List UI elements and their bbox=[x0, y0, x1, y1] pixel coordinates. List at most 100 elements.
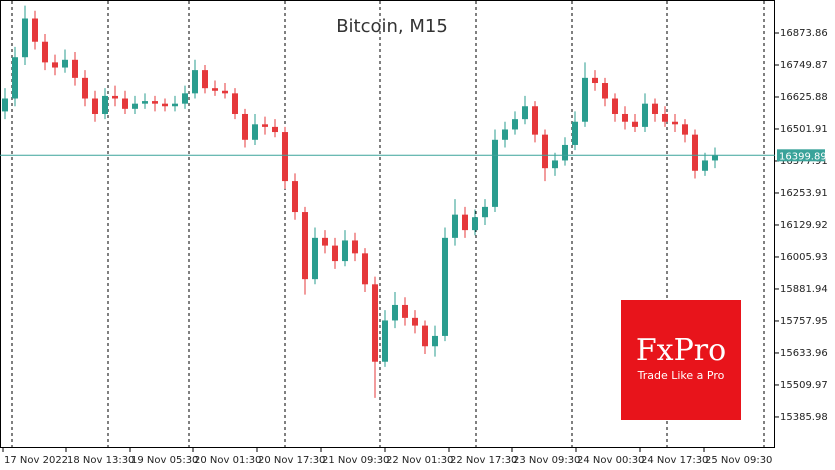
y-tick-label: 15881.94 bbox=[780, 284, 828, 295]
logo: FxPro Trade Like a Pro bbox=[621, 300, 741, 420]
candle-body bbox=[192, 70, 198, 94]
candle-body bbox=[212, 88, 218, 91]
candle-body bbox=[252, 124, 258, 140]
candle-body bbox=[32, 18, 38, 42]
x-tick-label: 22 Nov 01:30 bbox=[386, 455, 453, 466]
candle-body bbox=[632, 121, 638, 127]
y-tick-label: 16625.88 bbox=[780, 92, 828, 103]
candle-body bbox=[312, 237, 318, 280]
candle-body bbox=[522, 106, 528, 120]
candle-body bbox=[72, 59, 78, 78]
candle-body bbox=[22, 18, 28, 58]
candle-body bbox=[202, 70, 208, 89]
y-tick-label: 16749.87 bbox=[780, 60, 828, 71]
candle-body bbox=[492, 139, 498, 207]
candle-body bbox=[582, 77, 588, 122]
candle-body bbox=[232, 93, 238, 114]
candle-body bbox=[42, 41, 48, 63]
candle-body bbox=[102, 95, 108, 114]
candles bbox=[2, 5, 718, 398]
candle-body bbox=[342, 240, 348, 262]
candle-body bbox=[472, 217, 478, 231]
x-tick-label: 20 Nov 17:30 bbox=[258, 455, 325, 466]
y-tick-label: 15385.98 bbox=[780, 412, 828, 423]
y-tick-label: 15509.97 bbox=[780, 380, 828, 391]
candle-body bbox=[82, 77, 88, 99]
candle-body bbox=[282, 132, 288, 182]
candle-body bbox=[602, 83, 608, 99]
candle-body bbox=[392, 304, 398, 321]
price-label-box bbox=[777, 149, 825, 162]
candle-body bbox=[502, 129, 508, 140]
candle-body bbox=[172, 103, 178, 107]
candle-body bbox=[12, 57, 18, 99]
y-tick-label: 15757.95 bbox=[780, 316, 828, 327]
candle-body bbox=[352, 240, 358, 254]
candle-body bbox=[562, 144, 568, 161]
candle-body bbox=[552, 160, 558, 169]
candle-body bbox=[262, 124, 268, 127]
candle-body bbox=[182, 93, 188, 104]
candle-body bbox=[532, 106, 538, 135]
candle-body bbox=[372, 284, 378, 362]
x-tick-label: 20 Nov 01:30 bbox=[194, 455, 261, 466]
chart-title: Bitcoin, M15 bbox=[336, 16, 448, 37]
candle-body bbox=[112, 95, 118, 99]
candle-body bbox=[712, 155, 718, 161]
candle-body bbox=[152, 101, 158, 104]
candle-body bbox=[462, 214, 468, 231]
candle-body bbox=[322, 237, 328, 246]
x-tick-label: 24 Nov 00:30 bbox=[577, 455, 644, 466]
candle-body bbox=[642, 103, 648, 127]
x-tick-label: 18 Nov 13:30 bbox=[67, 455, 134, 466]
candle-body bbox=[512, 119, 518, 130]
candle-body bbox=[592, 77, 598, 84]
price-label: 16399.89 bbox=[779, 151, 827, 162]
x-tick-label: 21 Nov 09:30 bbox=[322, 455, 389, 466]
y-tick-label: 16501.91 bbox=[780, 124, 828, 135]
candle-body bbox=[402, 304, 408, 318]
x-tick-label: 22 Nov 17:30 bbox=[450, 455, 517, 466]
candle-body bbox=[432, 335, 438, 347]
candle-body bbox=[382, 320, 388, 362]
candle-body bbox=[412, 317, 418, 326]
candle-body bbox=[542, 134, 548, 169]
y-tick-label: 16377.91 bbox=[780, 156, 828, 167]
y-tick-label: 16129.92 bbox=[780, 220, 828, 231]
candle-body bbox=[652, 103, 658, 114]
candle-body bbox=[702, 160, 708, 171]
candle-body bbox=[272, 126, 278, 133]
candle-body bbox=[612, 98, 618, 114]
candle-body bbox=[452, 214, 458, 238]
y-tick-label: 15633.96 bbox=[780, 348, 828, 359]
candle-body bbox=[52, 62, 58, 68]
candle-body bbox=[622, 113, 628, 122]
logo-tagline: Trade Like a Pro bbox=[637, 369, 725, 382]
candle-body bbox=[302, 212, 308, 280]
candle-body bbox=[662, 113, 668, 122]
candle-body bbox=[242, 113, 248, 140]
candle-body bbox=[122, 98, 128, 109]
candle-body bbox=[292, 181, 298, 213]
logo-name: FxPro bbox=[636, 333, 726, 368]
candle-body bbox=[572, 121, 578, 145]
x-tick-label: 24 Nov 17:30 bbox=[641, 455, 708, 466]
candle-body bbox=[62, 59, 68, 68]
candle-body bbox=[222, 90, 228, 94]
candle-body bbox=[682, 124, 688, 135]
candle-body bbox=[92, 98, 98, 114]
x-tick-label: 19 Nov 05:30 bbox=[131, 455, 198, 466]
candle-body bbox=[132, 103, 138, 109]
x-tick-label: 23 Nov 09:30 bbox=[513, 455, 580, 466]
candle-body bbox=[142, 101, 148, 104]
x-tick-label: 25 Nov 09:30 bbox=[705, 455, 772, 466]
candle-body bbox=[362, 253, 368, 285]
candle-body bbox=[672, 121, 678, 125]
candle-body bbox=[332, 245, 338, 262]
candle-body bbox=[692, 134, 698, 171]
logo-box bbox=[621, 300, 741, 420]
candle-body bbox=[162, 103, 168, 107]
candle-body bbox=[422, 325, 428, 347]
x-tick-label: 17 Nov 2022 bbox=[4, 455, 68, 466]
